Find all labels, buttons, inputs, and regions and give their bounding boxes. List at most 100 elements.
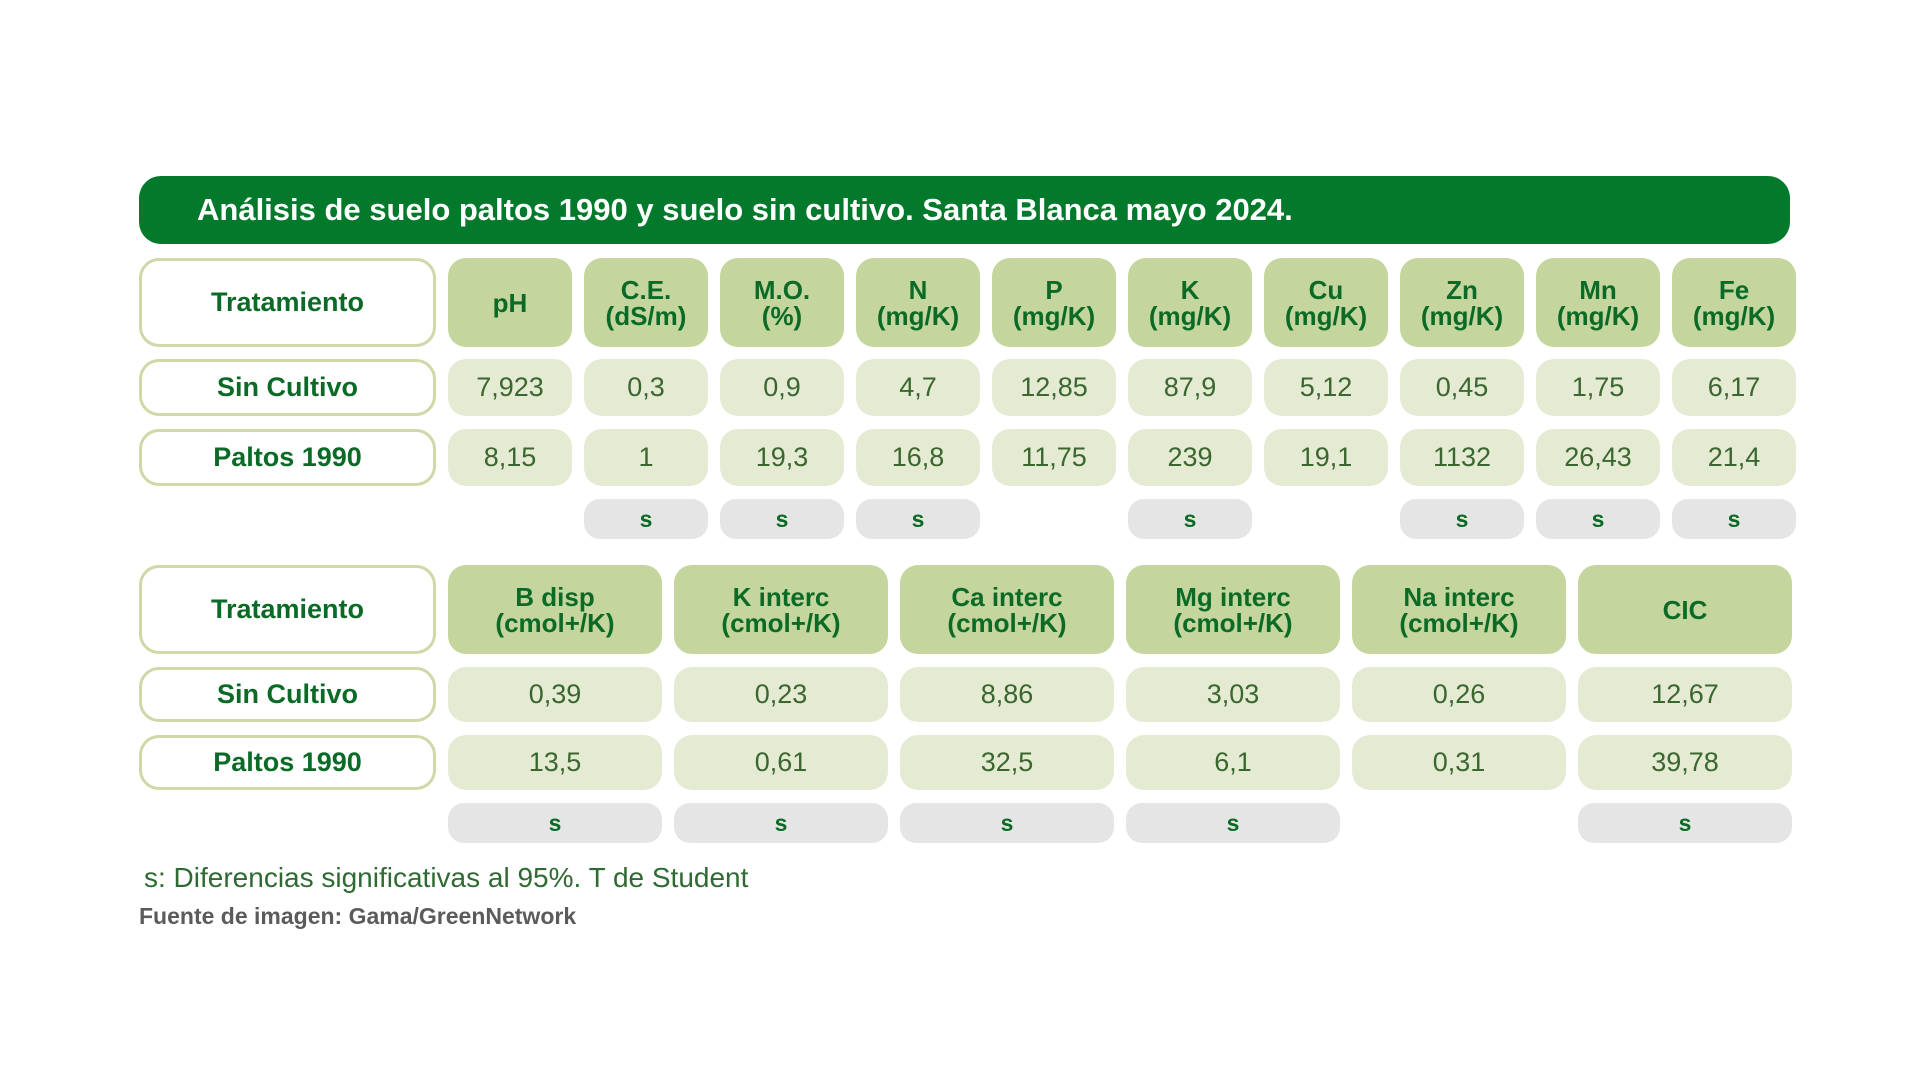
row-label: Paltos 1990 (139, 735, 436, 790)
table-cell: 12,85 (992, 359, 1116, 416)
table-cell: 0,39 (448, 667, 662, 722)
table-cell: 6,1 (1126, 735, 1340, 790)
significance-badge: s (1400, 499, 1524, 539)
column-header-name: Zn (1446, 274, 1478, 305)
header-tratamiento: Tratamiento (139, 258, 436, 347)
column-header: N (mg/K) (856, 258, 980, 347)
column-header: Mn (mg/K) (1536, 258, 1660, 347)
significance-badge: s (674, 803, 888, 843)
column-header-unit: (cmol+/K) (495, 607, 615, 638)
column-header-text: CIC (1663, 597, 1708, 623)
table-cell: 0,3 (584, 359, 708, 416)
column-header: Na interc (cmol+/K) (1352, 565, 1566, 654)
column-header-name: B disp (515, 581, 595, 612)
table-cell: 11,75 (992, 429, 1116, 486)
row-label: Paltos 1990 (139, 429, 436, 486)
table-cell: 5,12 (1264, 359, 1388, 416)
column-header: pH (448, 258, 572, 347)
row-label: Sin Cultivo (139, 359, 436, 416)
column-header: K (mg/K) (1128, 258, 1252, 347)
table-cell: 0,23 (674, 667, 888, 722)
column-header: Cu (mg/K) (1264, 258, 1388, 347)
table-cell: 13,5 (448, 735, 662, 790)
table-cell: 1132 (1400, 429, 1524, 486)
column-header-text: Zn (mg/K) (1421, 277, 1503, 329)
column-header-unit: (mg/K) (1012, 300, 1096, 331)
column-header-text: Na interc (cmol+/K) (1399, 584, 1518, 636)
significance-badge: s (900, 803, 1114, 843)
column-header-text: pH (493, 290, 528, 316)
column-header: B disp (cmol+/K) (448, 565, 662, 654)
significance-badge: s (1672, 499, 1796, 539)
column-header-name: pH (492, 287, 528, 318)
table-cell: 16,8 (856, 429, 980, 486)
table-cell: 6,17 (1672, 359, 1796, 416)
column-header-name: Fe (1718, 274, 1750, 305)
row-label: Sin Cultivo (139, 667, 436, 722)
table-cell: 0,31 (1352, 735, 1566, 790)
column-header-name: C.E. (620, 274, 672, 305)
table-cell: 19,3 (720, 429, 844, 486)
table-cell: 7,923 (448, 359, 572, 416)
column-header-name: Mg interc (1175, 581, 1291, 612)
column-header-text: Mg interc (cmol+/K) (1173, 584, 1292, 636)
table-cell: 32,5 (900, 735, 1114, 790)
column-header-text: K interc (cmol+/K) (721, 584, 840, 636)
column-header-name: Na interc (1403, 581, 1515, 612)
column-header-unit: (mg/K) (1692, 300, 1776, 331)
table-cell: 0,61 (674, 735, 888, 790)
column-header-text: Mn (mg/K) (1557, 277, 1639, 329)
column-header-name: Mn (1579, 274, 1617, 305)
table-cell: 12,67 (1578, 667, 1792, 722)
column-header-unit: (cmol+/K) (1173, 607, 1293, 638)
column-header-text: Cu (mg/K) (1285, 277, 1367, 329)
significance-badge: s (856, 499, 980, 539)
significance-badge: s (448, 803, 662, 843)
column-header-unit: (mg/K) (876, 300, 960, 331)
column-header-unit: (mg/K) (1148, 300, 1232, 331)
table-cell: 21,4 (1672, 429, 1796, 486)
column-header-text: K (mg/K) (1149, 277, 1231, 329)
column-header: Zn (mg/K) (1400, 258, 1524, 347)
column-header-unit: (cmol+/K) (721, 607, 841, 638)
table-cell: 26,43 (1536, 429, 1660, 486)
table-cell: 0,45 (1400, 359, 1524, 416)
table-cell: 1,75 (1536, 359, 1660, 416)
table-title: Análisis de suelo paltos 1990 y suelo si… (139, 176, 1790, 244)
table-cell: 39,78 (1578, 735, 1792, 790)
column-header-text: P (mg/K) (1013, 277, 1095, 329)
significance-badge: s (1126, 803, 1340, 843)
column-header: P (mg/K) (992, 258, 1116, 347)
column-header-name: K interc (732, 581, 830, 612)
significance-note: s: Diferencias significativas al 95%. T … (144, 862, 749, 893)
table-cell: 8,15 (448, 429, 572, 486)
column-header-text: Fe (mg/K) (1693, 277, 1775, 329)
column-header-unit: (cmol+/K) (1399, 607, 1519, 638)
column-header-text: N (mg/K) (877, 277, 959, 329)
column-header: K interc (cmol+/K) (674, 565, 888, 654)
column-header-name: M.O. (753, 274, 811, 305)
column-header: Fe (mg/K) (1672, 258, 1796, 347)
table-cell: 0,9 (720, 359, 844, 416)
table-cell: 8,86 (900, 667, 1114, 722)
column-header-text: M.O. (%) (754, 277, 810, 329)
significance-badge: s (1128, 499, 1252, 539)
table-cell: 0,26 (1352, 667, 1566, 722)
column-header-name: Ca interc (951, 581, 1063, 612)
significance-badge: s (720, 499, 844, 539)
column-header-text: Ca interc (cmol+/K) (947, 584, 1066, 636)
column-header-name: N (908, 274, 928, 305)
column-header-name: P (1045, 274, 1063, 305)
column-header: M.O. (%) (720, 258, 844, 347)
table-cell: 19,1 (1264, 429, 1388, 486)
significance-badge: s (1536, 499, 1660, 539)
table-cell: 239 (1128, 429, 1252, 486)
significance-badge: s (1578, 803, 1792, 843)
column-header-text: C.E. (dS/m) (606, 277, 687, 329)
table-cell: 3,03 (1126, 667, 1340, 722)
column-header-text: B disp (cmol+/K) (495, 584, 614, 636)
significance-badge: s (584, 499, 708, 539)
column-header-unit: (mg/K) (1284, 300, 1368, 331)
column-header-name: Cu (1308, 274, 1344, 305)
column-header: C.E. (dS/m) (584, 258, 708, 347)
